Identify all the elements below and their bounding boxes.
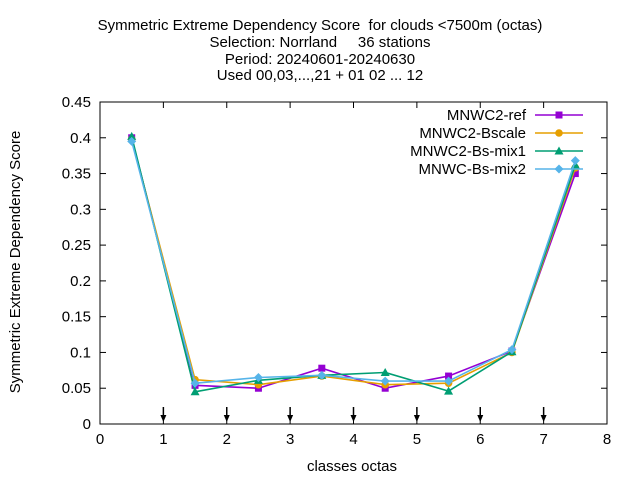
chart-title-line-4: Used 00,03,...,21 + 01 02 ... 12 (216, 67, 424, 84)
legend-entry: MNWC2-Bscale (419, 125, 583, 142)
y-tick-label: 0.05 (62, 380, 91, 397)
series-4 (127, 136, 580, 388)
x-tick-label: 5 (413, 431, 421, 448)
x-axis-label: classes octas (307, 458, 397, 475)
legend-label: MNWC-Bs-mix2 (419, 161, 526, 178)
y-tick-label: 0.4 (70, 130, 91, 147)
x-tick-label: 7 (539, 431, 547, 448)
data-point (318, 364, 326, 372)
data-point (380, 367, 390, 376)
y-tick-label: 0 (83, 416, 91, 433)
y-tick-label: 0.45 (62, 94, 91, 111)
legend-entry: MNWC2-ref (447, 107, 583, 124)
y-tick-label: 0.1 (70, 344, 91, 361)
y-tick-label: 0.3 (70, 201, 91, 218)
series-line (130, 136, 577, 393)
x-tick-label: 2 (223, 431, 231, 448)
x-tick-label: 8 (603, 431, 611, 448)
x-tick-label: 6 (476, 431, 484, 448)
series-3 (127, 131, 580, 396)
legend-marker (554, 164, 564, 174)
legend-marker (555, 111, 563, 119)
chart-title-line-1: Symmetric Extreme Dependency Score for c… (97, 17, 543, 34)
class-marker-arrow (413, 415, 420, 422)
axes (99, 101, 608, 425)
class-marker-arrow (477, 415, 484, 422)
data-point (127, 131, 137, 140)
data-point (571, 170, 579, 178)
x-tick-label: 4 (349, 431, 357, 448)
data-point (190, 378, 200, 388)
class-marker-arrow (223, 415, 230, 422)
y-axis-label: Symmetric Extreme Dependency Score (7, 131, 24, 394)
x-tick-label: 3 (286, 431, 294, 448)
legend-label: MNWC2-Bs-mix1 (410, 143, 526, 160)
class-marker-arrow (350, 415, 357, 422)
data-point (570, 156, 580, 166)
legend-entry: MNWC2-Bs-mix1 (410, 143, 583, 160)
legend: MNWC2-refMNWC2-BscaleMNWC2-Bs-mix1MNWC-B… (410, 107, 583, 178)
chart-title-line-3: Period: 20240601-20240630 (224, 51, 416, 68)
data-point (380, 376, 390, 386)
data-point (444, 376, 454, 386)
class-marker-arrow (287, 415, 294, 422)
data-point (507, 345, 517, 355)
class-marker-arrow (540, 415, 547, 422)
y-tick-label: 0.15 (62, 309, 91, 326)
data-point (127, 136, 137, 146)
data-point (444, 386, 454, 395)
series-line (130, 141, 577, 385)
legend-label: MNWC2-ref (447, 107, 527, 124)
chart-title-line-2: Selection: Norrland 36 stations (209, 34, 431, 51)
data-point (445, 372, 453, 380)
x-tick-label: 1 (159, 431, 167, 448)
legend-marker (555, 129, 563, 137)
y-tick-label: 0.25 (62, 237, 91, 254)
series-group (127, 131, 580, 396)
data-point (317, 370, 327, 380)
y-tick-label: 0.35 (62, 166, 91, 183)
axis-ticks: 0 0.05 0.1 0.15 0.2 0.25 0.3 0.35 0.4 0.45 0 1 2 3 4 5 6… (62, 94, 611, 448)
legend-entry: MNWC-Bs-mix2 (419, 161, 583, 178)
data-point (190, 387, 200, 396)
x-tick-label: 0 (96, 431, 104, 448)
legend-marker (554, 146, 564, 155)
plot-frame (99, 101, 608, 425)
class-boundary-markers (160, 407, 547, 422)
class-marker-arrow (160, 415, 167, 422)
legend-label: MNWC2-Bscale (419, 125, 526, 142)
data-point (253, 372, 263, 382)
y-tick-label: 0.2 (70, 273, 91, 290)
